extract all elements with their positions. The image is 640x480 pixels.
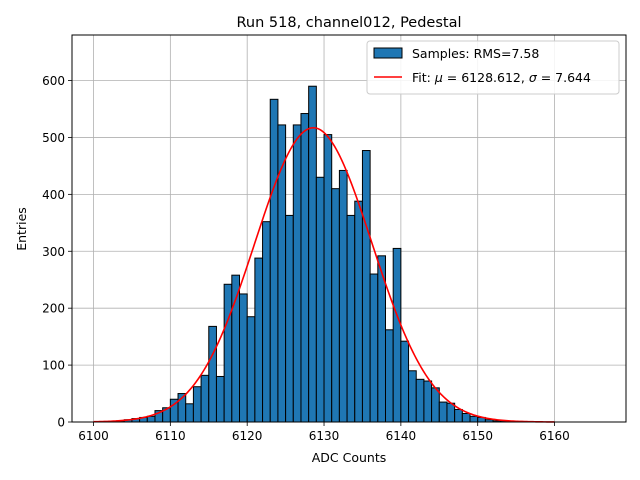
histogram-bar: [300, 113, 310, 423]
histogram-bar: [454, 408, 463, 423]
x-axis-label: ADC Counts: [312, 450, 387, 465]
y-tick-label: 400: [42, 188, 65, 202]
histogram-bar: [315, 176, 325, 423]
x-tick-label: 6110: [155, 429, 186, 443]
histogram-bar: [338, 169, 348, 423]
histogram-bar: [308, 85, 317, 423]
x-tick-label: 6130: [309, 429, 340, 443]
histogram-bar: [262, 221, 271, 423]
histogram-bar: [392, 247, 402, 423]
histogram-bar: [215, 375, 225, 423]
histogram-bar: [361, 150, 371, 423]
legend-label-fit: Fit: μ = 6128.612, σ = 7.644: [412, 70, 591, 85]
y-tick-label: 500: [42, 131, 65, 145]
histogram-bar: [408, 370, 417, 423]
histogram-bar: [446, 402, 456, 423]
y-tick-label: 100: [42, 359, 65, 373]
legend: Samples: RMS=7.58 Fit: μ = 6128.612, σ =…: [366, 40, 620, 95]
y-axis-ticks: 0 100 200 300 400 500 600: [42, 74, 72, 430]
histogram-bar: [292, 124, 302, 423]
x-tick-label: 6150: [462, 429, 493, 443]
histogram-bar: [415, 378, 425, 423]
histogram-bars: [108, 85, 525, 423]
chart-title: Run 518, channel012, Pedestal: [236, 15, 461, 31]
histogram-bar: [269, 98, 279, 423]
y-tick-label: 200: [42, 302, 65, 316]
histogram-bar: [146, 415, 156, 423]
histogram-bar: [223, 283, 233, 423]
histogram-bar: [185, 403, 194, 423]
histogram-bar: [246, 316, 256, 423]
histogram-bar: [331, 188, 340, 423]
x-tick-label: 6140: [386, 429, 417, 443]
x-axis-ticks: 6100 6110 6120 6130 6140 6150 6160: [78, 422, 570, 443]
histogram-bar: [384, 329, 394, 423]
gaussian-fit-curve: [93, 126, 555, 423]
histogram-bar: [323, 134, 333, 423]
histogram-bar: [369, 273, 379, 423]
x-tick-label: 6120: [232, 429, 263, 443]
y-axis-label: Entries: [14, 207, 29, 251]
y-tick-label: 0: [57, 416, 65, 430]
histogram-bar: [192, 386, 202, 423]
histogram-bar: [423, 380, 433, 423]
plot-frame: [71, 34, 627, 423]
legend-box: [366, 40, 620, 95]
histogram-bar: [431, 387, 440, 423]
histogram-bar: [469, 415, 479, 423]
fit-curve-layer: [93, 126, 555, 423]
legend-swatch-samples: [373, 47, 403, 59]
histogram-bar: [438, 401, 448, 423]
legend-label-samples: Samples: RMS=7.58: [412, 46, 539, 61]
histogram-bar: [354, 200, 363, 423]
histogram-bar: [208, 325, 217, 423]
y-tick-label: 300: [42, 245, 65, 259]
histogram-bar: [254, 257, 264, 423]
histogram-bar: [400, 340, 410, 423]
x-tick-label: 6100: [78, 429, 109, 443]
histogram-bar: [277, 124, 287, 423]
histogram-bar: [200, 374, 210, 423]
y-tick-label: 600: [42, 74, 65, 88]
histogram-bar: [461, 412, 471, 423]
histogram-bar: [239, 293, 248, 423]
histogram-bar: [346, 214, 356, 423]
histogram-bar: [285, 214, 294, 423]
x-tick-label: 6160: [539, 429, 570, 443]
